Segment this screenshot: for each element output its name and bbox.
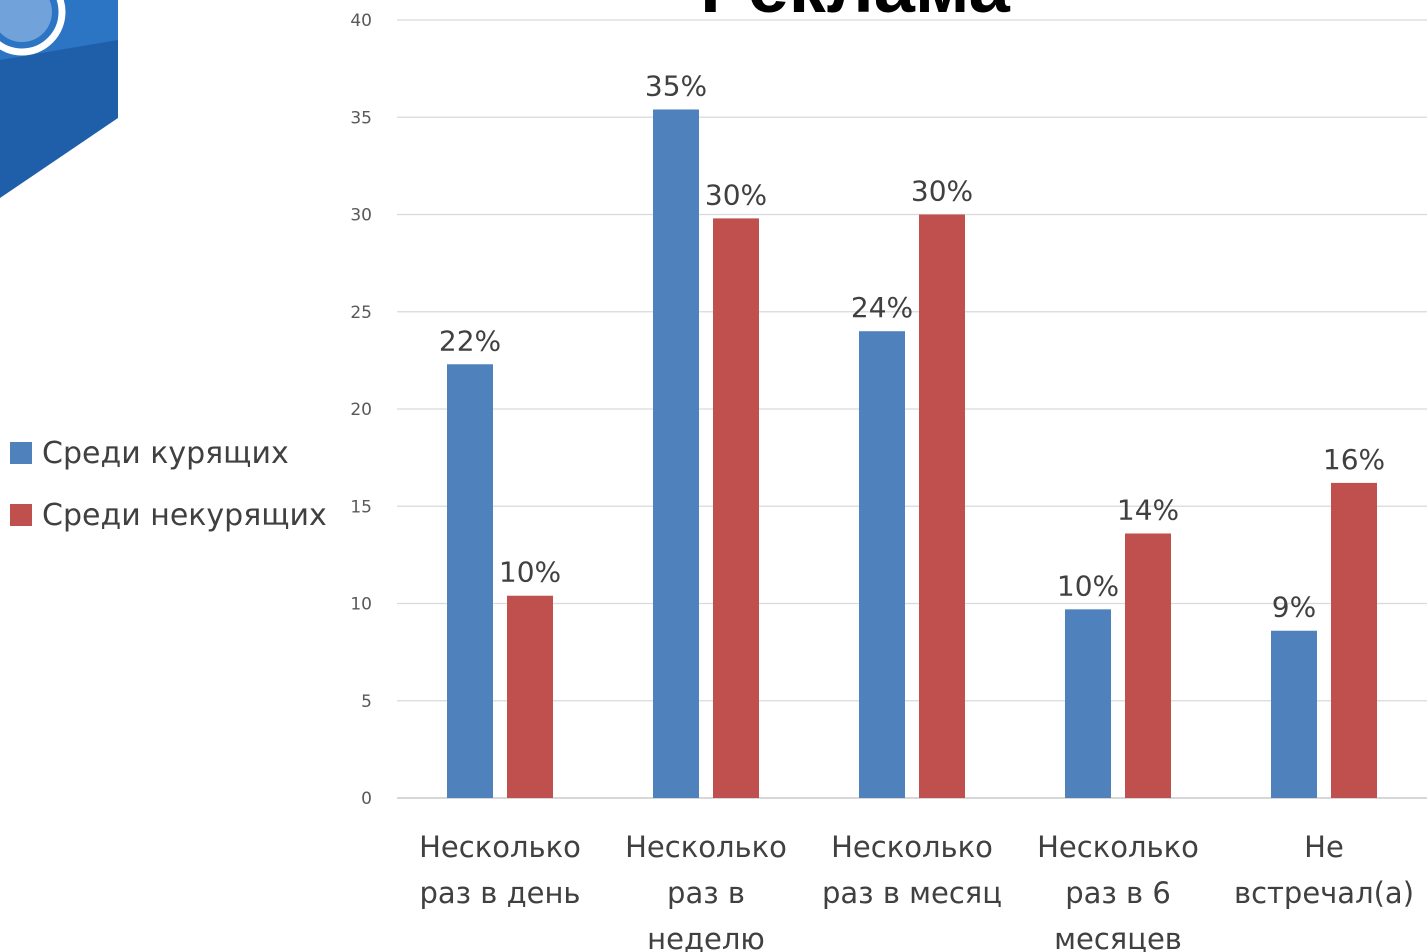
x-tick-label: Несколько раз в месяц [822, 830, 1002, 910]
data-label: 30% [911, 175, 973, 208]
legend-swatch-nonsmokers [10, 504, 32, 526]
bars [447, 109, 1377, 799]
data-label: 22% [439, 324, 501, 357]
y-tick-label: 10 [350, 595, 372, 615]
y-tick-label: 15 [350, 497, 372, 517]
y-tick-label: 20 [350, 400, 372, 420]
x-tick-label: Несколько раз в неделю [625, 830, 787, 952]
y-tick-label: 35 [350, 108, 372, 128]
bar [507, 595, 553, 798]
x-tick-label: Несколько раз в день [419, 830, 581, 910]
bar [1065, 609, 1111, 798]
y-tick-label: 5 [361, 692, 372, 712]
data-label: 16% [1323, 443, 1385, 476]
bar [919, 214, 965, 798]
bar [859, 331, 905, 798]
bar [653, 109, 699, 799]
data-label: 10% [499, 556, 561, 589]
x-axis: Несколько раз в день Несколько раз в неделю Н… [419, 830, 1414, 952]
bar [1331, 482, 1377, 798]
chart-legend: Среди курящих Среди некурящих [10, 432, 327, 556]
bar [713, 218, 759, 798]
legend-swatch-smokers [10, 442, 32, 464]
data-label: 10% [1057, 569, 1119, 602]
logo [0, 0, 118, 198]
data-label: 30% [705, 178, 767, 211]
data-label: 35% [645, 69, 707, 102]
y-tick-label: 40 [350, 11, 372, 31]
data-label: 9% [1272, 591, 1316, 624]
gridlines [397, 19, 1427, 799]
legend-label-smokers: Среди курящих [42, 435, 289, 471]
y-tick-label: 25 [350, 303, 372, 323]
data-labels: 22% 35% 24% 10% 9% 10% 30% 30% 14% 16% [439, 69, 1385, 623]
legend-label-nonsmokers: Среди некурящих [42, 497, 327, 533]
bar [1125, 533, 1171, 798]
legend-item-nonsmokers: Среди некурящих [10, 494, 327, 536]
x-tick-label: Не встречал(а) [1234, 830, 1414, 910]
bar [447, 364, 493, 798]
bar [1271, 630, 1317, 798]
data-label: 14% [1117, 493, 1179, 526]
x-tick-label: Несколько раз в 6 месяцев [1037, 830, 1199, 952]
legend-item-smokers: Среди курящих [10, 432, 327, 474]
y-tick-label: 0 [361, 789, 372, 809]
data-label: 24% [851, 291, 913, 324]
y-axis: 0 5 10 15 20 25 30 35 40 [350, 11, 372, 809]
y-tick-label: 30 [350, 206, 372, 226]
chart-title: Реклама [700, 0, 1011, 28]
